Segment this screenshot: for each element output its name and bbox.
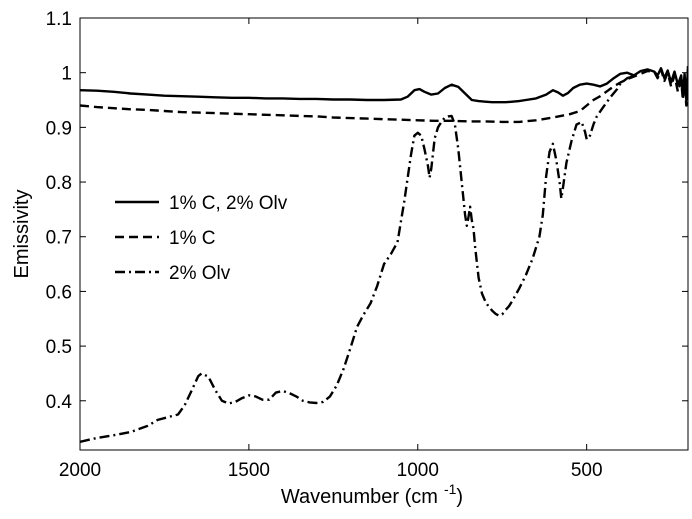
y-tick-label: 0.8 bbox=[46, 173, 72, 194]
y-tick-label: 0.4 bbox=[46, 392, 73, 413]
x-tick-label: 1500 bbox=[228, 460, 270, 481]
y-tick-label: 0.6 bbox=[46, 282, 72, 303]
x-tick-label: 2000 bbox=[59, 460, 101, 481]
legend-label-1: 1% C, 2% Olv bbox=[169, 193, 288, 214]
y-tick-label: 1.1 bbox=[46, 9, 72, 30]
x-tick-label: 1000 bbox=[397, 460, 439, 481]
plot-lines bbox=[80, 66, 688, 443]
y-tick-label: 1 bbox=[61, 64, 72, 85]
plot-frame bbox=[79, 17, 689, 451]
y-tick-label: 0.5 bbox=[46, 337, 72, 358]
legend-label-2: 1% C bbox=[169, 228, 215, 249]
y-tick-label: 0.7 bbox=[46, 228, 72, 249]
axis-ticks bbox=[79, 17, 688, 450]
axis-tick-labels: 2000 1500 1000 500 0.4 0.5 0.6 0.7 0.8 0.9 1 1.1 bbox=[46, 9, 603, 481]
legend-label-3: 2% Olv bbox=[169, 263, 231, 284]
y-axis-title: Emissivity bbox=[11, 190, 33, 279]
x-axis-title-superscript: -1 bbox=[444, 481, 457, 497]
series-line-2 bbox=[80, 68, 688, 124]
x-axis-title-suffix: ) bbox=[456, 486, 463, 508]
y-tick-label: 0.9 bbox=[46, 118, 72, 139]
x-tick-label: 500 bbox=[571, 460, 603, 481]
x-axis-title: Wavenumber (cm -1) bbox=[281, 481, 463, 508]
x-axis-title-main: Wavenumber (cm bbox=[281, 486, 438, 508]
legend: 1% C, 2% Olv 1% C 2% Olv bbox=[115, 193, 288, 284]
